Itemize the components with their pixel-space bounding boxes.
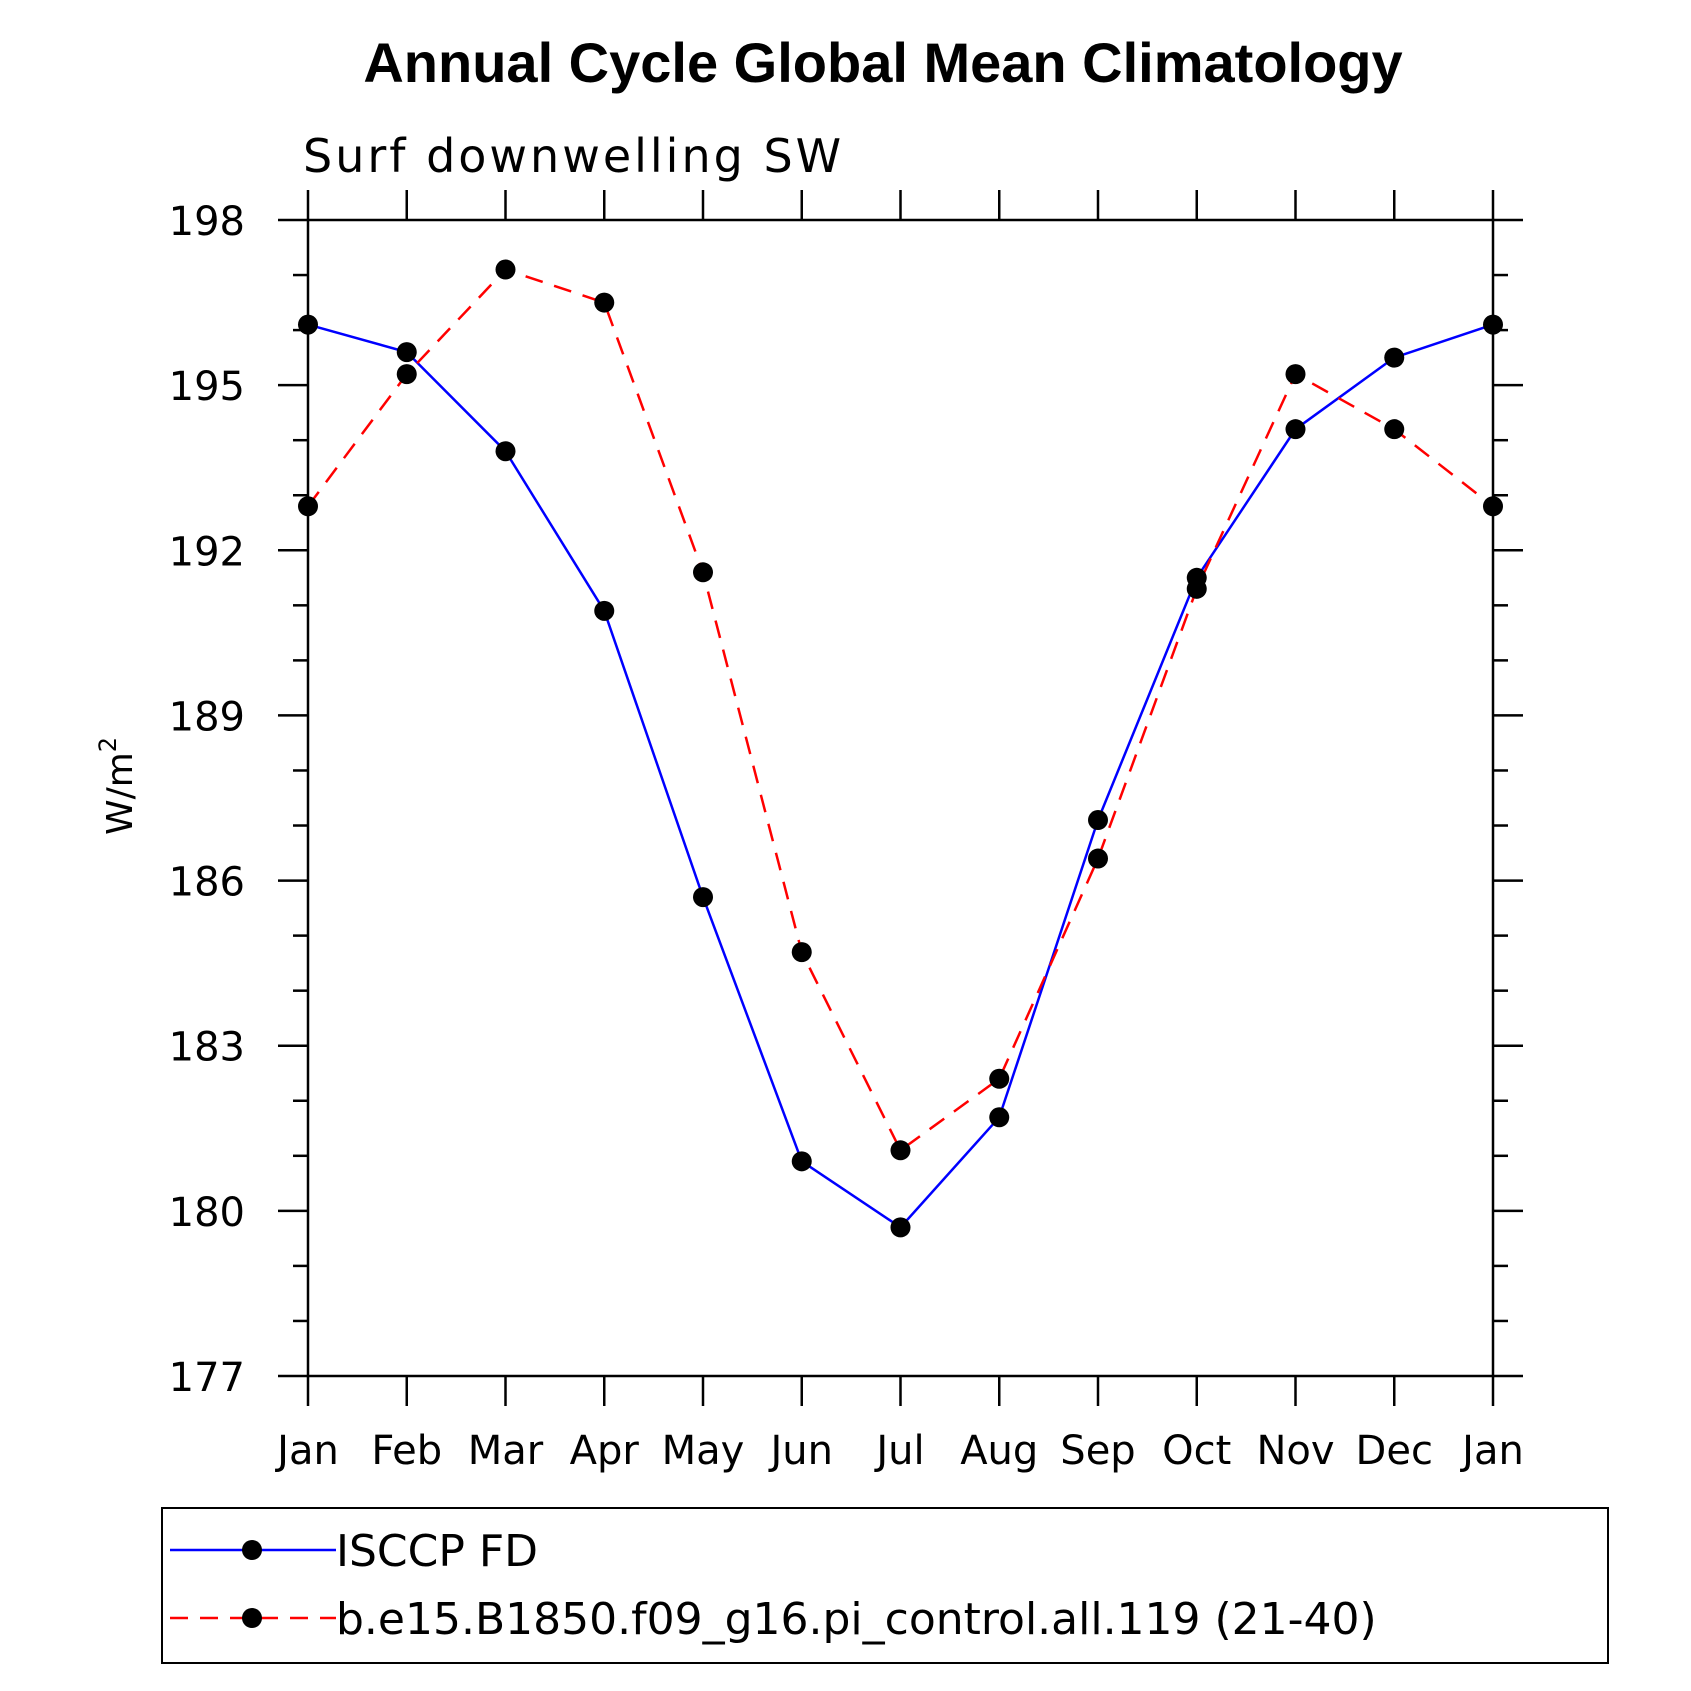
y-tick-label: 189 — [169, 694, 245, 740]
y-tick-label: 195 — [169, 364, 245, 410]
x-tick-label: Jul — [873, 1428, 924, 1474]
data-point-series-0 — [1088, 810, 1108, 831]
y-tick-label: 177 — [169, 1355, 245, 1401]
x-tick-label: Apr — [570, 1428, 640, 1474]
y-axis-label-superscript: 2 — [94, 737, 122, 752]
x-tick-label: Jun — [768, 1428, 834, 1474]
x-tick-label: Dec — [1356, 1428, 1433, 1474]
x-tick-label: Jan — [274, 1428, 339, 1474]
series-line-1 — [306, 268, 1494, 1153]
data-point-series-1 — [396, 364, 417, 385]
legend-marker-model — [242, 1608, 262, 1628]
data-point-series-1 — [298, 496, 318, 517]
y-tick-labels: 177 180 183 186 189 192 195 198 — [169, 199, 245, 1401]
chart-subtitle: Surf downwelling SW — [303, 129, 844, 183]
data-point-series-0 — [693, 887, 713, 908]
svg-text:W/m2: W/m2 — [94, 737, 141, 835]
legend: ISCCP FD b.e15.B1850.f09_g16.pi_control.… — [161, 1507, 1609, 1664]
data-point-series-0 — [495, 441, 516, 462]
x-tick-label: Aug — [960, 1428, 1038, 1474]
data-point-series-1 — [1088, 848, 1108, 869]
legend-marker-isccp — [242, 1540, 262, 1560]
data-point-series-1 — [1285, 364, 1306, 385]
x-tick-label: May — [662, 1428, 745, 1474]
data-point-series-0 — [298, 314, 318, 335]
data-point-series-0 — [1285, 419, 1306, 440]
data-point-series-1 — [890, 1140, 911, 1161]
x-tick-label: Mar — [468, 1428, 544, 1474]
plot-frame — [306, 218, 1495, 1378]
data-point-series-0 — [396, 342, 417, 363]
data-point-series-0 — [1483, 314, 1503, 335]
data-point-series-1 — [989, 1068, 1010, 1089]
data-point-series-0 — [890, 1217, 911, 1238]
y-tick-label: 192 — [169, 529, 245, 575]
x-tick-labels: Jan Feb Mar Apr May Jun Jul Aug Sep Oct Nov Dec Jan — [274, 1428, 1524, 1474]
legend-label-model: b.e15.B1850.f09_g16.pi_control.all.119 (… — [336, 1594, 1377, 1645]
chart-title: Annual Cycle Global Mean Climatology — [363, 31, 1402, 94]
data-point-series-1 — [1483, 496, 1503, 517]
data-point-series-1 — [495, 259, 516, 280]
legend-box — [161, 1507, 1609, 1664]
data-point-series-1 — [791, 942, 812, 963]
data-point-series-1 — [1186, 578, 1207, 599]
series-layer — [298, 259, 1503, 1238]
y-axis-label: W/m2 — [94, 737, 141, 835]
y-tick-label: 180 — [169, 1190, 245, 1236]
x-tick-label: Nov — [1256, 1428, 1334, 1474]
data-point-series-0 — [594, 600, 615, 621]
data-point-series-1 — [1384, 419, 1405, 440]
data-point-series-0 — [1384, 347, 1405, 368]
x-tick-label: Sep — [1060, 1428, 1135, 1474]
x-tick-label: Oct — [1162, 1428, 1231, 1474]
x-tick-label: Jan — [1459, 1428, 1524, 1474]
axes-layer — [278, 190, 1523, 1406]
y-tick-label: 186 — [169, 860, 245, 906]
data-point-series-0 — [791, 1151, 812, 1172]
y-tick-label: 183 — [169, 1025, 245, 1071]
x-tick-label: Feb — [371, 1428, 442, 1474]
data-point-series-1 — [594, 292, 615, 313]
legend-label-isccp: ISCCP FD — [336, 1526, 538, 1577]
y-axis-label-unit: W/m — [100, 752, 141, 835]
data-point-series-0 — [989, 1107, 1010, 1128]
data-point-series-1 — [693, 562, 713, 583]
y-tick-label: 198 — [169, 199, 245, 245]
series-line-0 — [307, 323, 1494, 1230]
